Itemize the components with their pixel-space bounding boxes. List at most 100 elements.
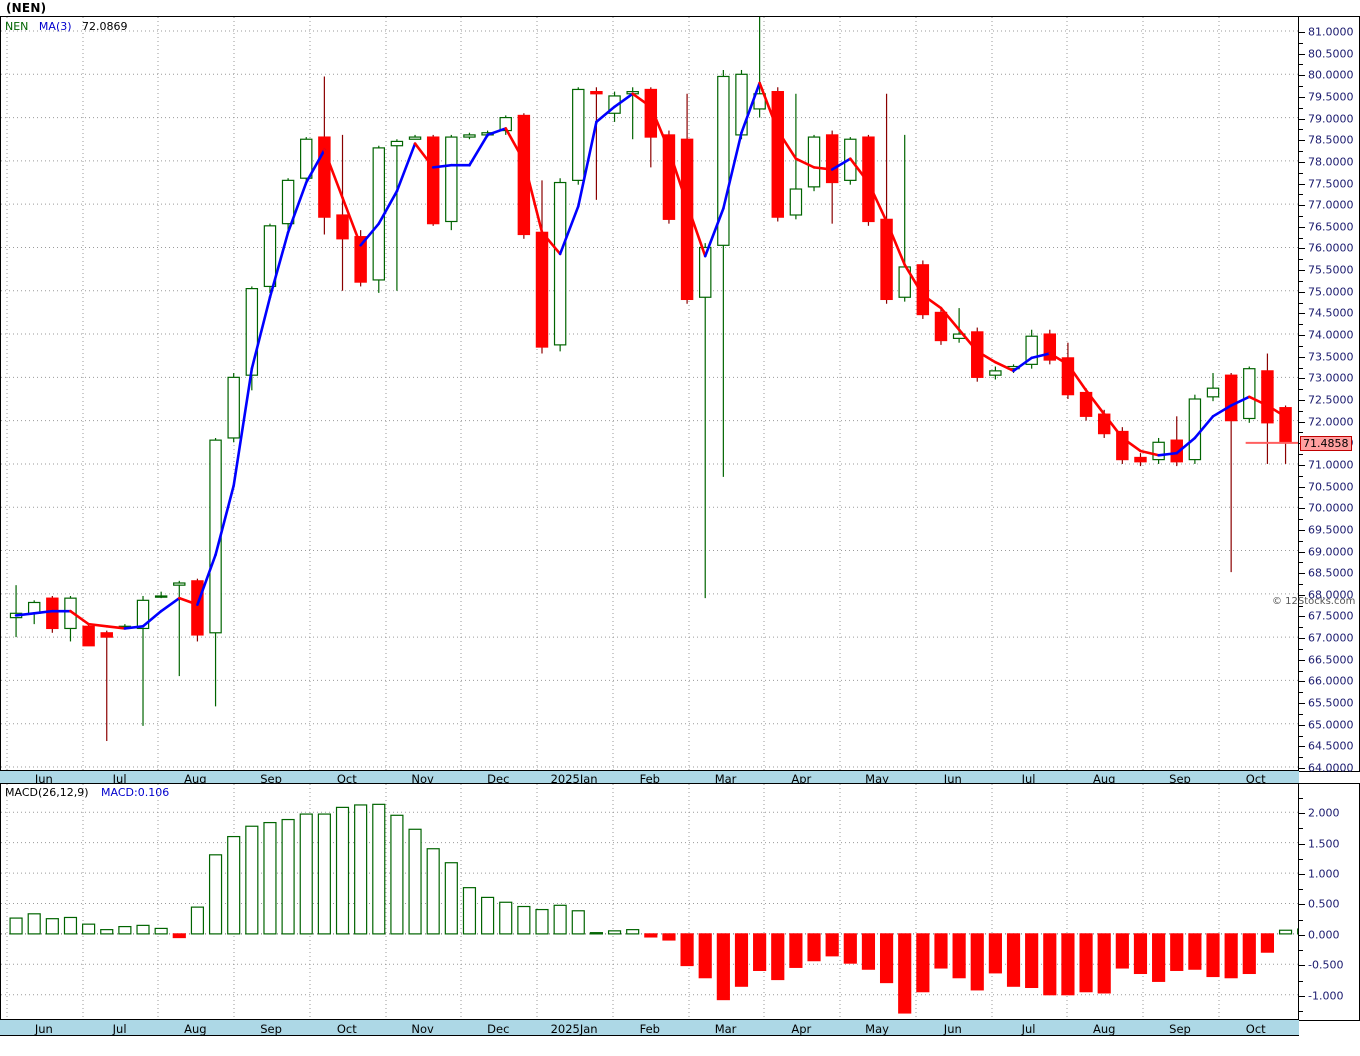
price-minor-tick <box>1299 107 1303 109</box>
price-tick-label: 73.5000 <box>1308 350 1354 364</box>
price-minor-tick <box>1299 454 1303 456</box>
price-tick <box>1299 638 1305 640</box>
price-tick <box>1299 681 1305 683</box>
macd-minor-tick <box>1299 919 1303 921</box>
macd-tick-label: 0.000 <box>1308 928 1340 942</box>
price-tick <box>1299 594 1305 596</box>
price-tick-label: 67.5000 <box>1308 609 1354 623</box>
price-tick-label: 65.0000 <box>1308 718 1354 732</box>
macd-legend-value: MACD:0.106 <box>101 786 170 799</box>
price-tick-label: 76.5000 <box>1308 220 1354 234</box>
macd-tick-label: -0.500 <box>1308 958 1344 972</box>
price-tick-label: 70.5000 <box>1308 480 1354 494</box>
price-minor-tick <box>1299 64 1303 66</box>
month-label: Jun <box>943 1022 962 1036</box>
price-minor-tick <box>1299 605 1303 607</box>
price-tick <box>1299 768 1305 769</box>
price-tick <box>1299 140 1305 142</box>
price-minor-tick <box>1299 129 1303 131</box>
month-label: Aug <box>1093 772 1116 786</box>
price-tick-label: 68.5000 <box>1308 566 1354 580</box>
price-minor-tick <box>1299 259 1303 261</box>
price-tick <box>1299 724 1305 726</box>
current-price-flag: 71.4858 <box>1300 436 1352 452</box>
macd-x-axis-months: Jun Jul Aug Sep Oct Nov Dec 2025Jan Feb Mar Apr May… <box>0 1019 1299 1036</box>
price-tick <box>1299 378 1305 380</box>
price-tick-label: 78.5000 <box>1308 133 1354 147</box>
price-minor-tick <box>1299 42 1303 44</box>
month-label: May <box>865 772 889 786</box>
price-tick <box>1299 183 1305 185</box>
price-minor-tick <box>1299 627 1303 629</box>
legend-symbol: NEN <box>5 20 29 33</box>
price-minor-tick <box>1299 216 1303 217</box>
macd-tick-label: 1.000 <box>1308 867 1340 881</box>
month-label: Oct <box>336 772 357 786</box>
price-tick <box>1299 53 1305 55</box>
price-y-axis: 81.0000 80.5000 80.0000 79.5000 79.0000 78.50… <box>1299 16 1360 775</box>
copyright-notice: © 12Stocks.com <box>1272 596 1356 607</box>
month-label: Mar <box>714 1022 737 1036</box>
month-label: Jul <box>1021 1022 1036 1036</box>
month-label: Dec <box>487 772 510 786</box>
month-label: Jun <box>943 772 962 786</box>
price-tick <box>1299 703 1305 705</box>
macd-legend: MACD(26,12,9) MACD:0.106 <box>5 786 169 799</box>
month-label: 2025Jan <box>550 1022 598 1036</box>
macd-tick <box>1299 904 1305 906</box>
price-tick <box>1299 659 1305 661</box>
price-minor-tick <box>1299 648 1303 650</box>
price-minor-tick <box>1299 432 1303 434</box>
price-minor-tick <box>1299 670 1303 672</box>
price-tick <box>1299 313 1305 315</box>
macd-minor-tick <box>1299 828 1303 830</box>
legend-value: 72.0869 <box>82 20 128 33</box>
price-tick-label: 79.5000 <box>1308 90 1354 104</box>
price-tick-label: 66.0000 <box>1308 674 1354 688</box>
price-tick <box>1299 32 1305 33</box>
price-tick-label: 73.0000 <box>1308 371 1354 385</box>
price-minor-tick <box>1299 389 1303 391</box>
month-label: Nov <box>411 772 434 786</box>
macd-minor-tick <box>1299 950 1303 952</box>
price-tick <box>1299 573 1305 575</box>
price-tick <box>1299 75 1305 77</box>
price-minor-tick <box>1299 302 1303 304</box>
price-tick <box>1299 746 1305 748</box>
price-tick <box>1299 291 1305 293</box>
price-minor-tick <box>1299 713 1303 715</box>
price-tick-label: 77.5000 <box>1308 177 1354 191</box>
price-minor-tick <box>1299 540 1303 542</box>
month-label: Mar <box>714 772 737 786</box>
macd-tick-label: 1.500 <box>1308 837 1340 851</box>
month-label: May <box>865 1022 889 1036</box>
macd-tick-label: -1.000 <box>1308 989 1344 1003</box>
month-label: Jun <box>34 1022 53 1036</box>
price-tick-label: 81.0000 <box>1308 25 1354 39</box>
legend-indicator: MA(3) <box>38 20 72 33</box>
month-label: Feb <box>639 772 660 786</box>
price-tick-label: 78.0000 <box>1308 155 1354 169</box>
price-tick-label: 70.0000 <box>1308 501 1354 515</box>
macd-histogram-bars <box>9 803 1298 1014</box>
price-tick <box>1299 508 1305 510</box>
month-label: Apr <box>791 1022 812 1036</box>
price-minor-tick <box>1299 194 1303 196</box>
macd-tick <box>1299 874 1305 876</box>
price-minor-tick <box>1299 86 1303 88</box>
price-minor-tick <box>1299 735 1303 737</box>
month-label: Jul <box>112 1022 127 1036</box>
price-tick <box>1299 248 1305 250</box>
price-chart-panel[interactable]: NEN MA(3) 72.0869 <box>0 16 1299 772</box>
price-tick-label: 65.5000 <box>1308 696 1354 710</box>
macd-chart-panel[interactable]: MACD(26,12,9) MACD:0.106 <box>0 783 1299 1021</box>
chart-title-bar: (NEN) <box>0 0 1360 16</box>
price-tick <box>1299 464 1305 466</box>
price-tick <box>1299 356 1305 358</box>
month-label: Sep <box>260 772 282 786</box>
month-label: 2025Jan <box>550 772 598 786</box>
macd-minor-tick <box>1299 889 1303 891</box>
month-label: Oct <box>1245 772 1266 786</box>
month-label: Oct <box>336 1022 357 1036</box>
macd-tick <box>1299 934 1305 936</box>
